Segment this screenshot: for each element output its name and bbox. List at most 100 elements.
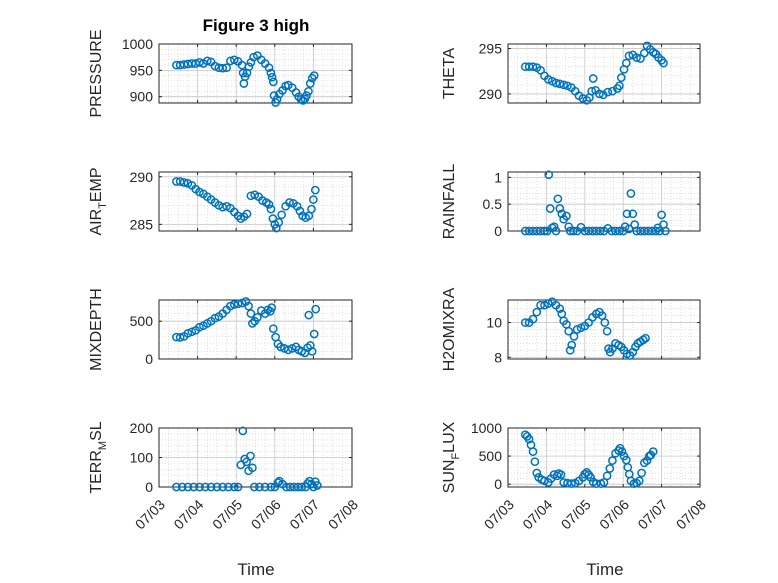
data-point	[567, 340, 577, 350]
y-tick-label: 1000	[471, 420, 502, 436]
x-axis-label-left: Time	[237, 560, 274, 579]
data-point	[218, 63, 228, 73]
data-point	[226, 301, 235, 311]
axes-box	[158, 171, 353, 232]
data-point	[605, 464, 615, 473]
subplot-6: 8 10 H2OMIXRA	[441, 287, 701, 371]
y-tick-label: 0	[494, 476, 502, 492]
data-point	[602, 471, 612, 481]
data-point	[528, 62, 538, 72]
y-axis-label-text: THETA	[441, 48, 458, 100]
data-point	[562, 211, 571, 221]
data-point	[551, 78, 561, 88]
y-axis-label-text: PRESSURE	[88, 29, 105, 117]
data-point	[242, 457, 251, 467]
data-point	[638, 335, 648, 345]
data-point	[233, 482, 243, 492]
data-point	[311, 304, 321, 314]
axes-box	[158, 299, 353, 360]
data-point	[634, 476, 644, 486]
data-series	[520, 41, 668, 105]
y-tick-label: 8	[494, 349, 502, 365]
major-grid	[159, 428, 352, 487]
x-axis-label-right: Time	[586, 560, 623, 579]
data-point	[559, 80, 569, 90]
data-point	[555, 204, 565, 213]
data-point	[528, 447, 538, 456]
data-point	[587, 86, 597, 96]
data-series	[520, 297, 650, 360]
axes-box	[507, 299, 701, 360]
data-point	[659, 58, 668, 68]
data-point	[224, 482, 233, 492]
data-point	[189, 482, 199, 492]
y-tick-label: 500	[130, 313, 154, 329]
y-axis-label: RAINFALL	[441, 164, 458, 240]
tick-marks	[507, 427, 701, 487]
data-point	[267, 303, 277, 312]
data-point	[608, 456, 617, 465]
data-point	[309, 329, 319, 339]
data-point	[292, 201, 302, 211]
y-tick-label: 1	[494, 169, 502, 185]
data-point	[557, 209, 567, 219]
data-point	[602, 326, 612, 336]
data-point	[195, 482, 204, 492]
data-point	[244, 62, 254, 72]
subplot-3: 285 290 AIRTEMP	[88, 167, 353, 236]
y-axis-label: SUNFLUX	[441, 421, 462, 493]
data-point	[244, 301, 253, 311]
y-tick-label: 295	[479, 41, 503, 57]
data-point	[595, 226, 605, 236]
data-point	[582, 95, 592, 105]
y-axis-label: TERRMSL	[88, 421, 109, 493]
minor-grid	[508, 171, 700, 232]
data-point	[599, 478, 609, 487]
subplot-2: 290 295 THETA	[441, 41, 701, 105]
y-tick-label: 900	[130, 89, 154, 105]
y-tick-label: 200	[130, 420, 154, 436]
data-point	[246, 309, 256, 318]
data-point	[302, 91, 311, 100]
y-tick-label: 0	[494, 223, 502, 239]
data-point	[277, 210, 287, 220]
y-axis-label: PRESSURE	[88, 29, 105, 117]
data-point	[520, 318, 530, 327]
data-point	[555, 304, 565, 314]
figure-title: Figure 3 high	[203, 16, 310, 35]
data-point	[567, 479, 576, 488]
data-point	[309, 195, 318, 204]
y-axis-label-text: H2OMIXRA	[441, 287, 458, 371]
y-axis-label-subscript: F	[450, 453, 462, 460]
data-point	[218, 482, 228, 492]
y-axis-label-text: TERR	[88, 450, 105, 494]
data-point	[267, 72, 277, 82]
data-point	[202, 56, 212, 66]
data-point	[264, 63, 274, 73]
data-point	[233, 299, 243, 309]
data-point	[556, 470, 566, 479]
data-point	[641, 333, 650, 343]
data-point	[600, 318, 610, 327]
data-point	[304, 310, 314, 320]
data-point	[304, 87, 313, 96]
y-axis-label-text: EMP	[88, 167, 105, 202]
data-point	[616, 73, 626, 82]
data-point	[545, 204, 555, 213]
y-axis-label: AIRTEMP	[88, 167, 109, 235]
data-point	[528, 314, 538, 324]
data-point	[248, 463, 257, 473]
subplot-4: 0 0.5 1 RAINFALL	[441, 164, 701, 240]
data-point	[622, 209, 632, 219]
data-series	[520, 430, 658, 488]
data-point	[206, 482, 216, 492]
data-point	[524, 434, 534, 444]
y-axis-label-text: SL	[88, 421, 105, 441]
data-point	[540, 226, 549, 236]
data-point	[312, 481, 322, 490]
data-point	[632, 53, 641, 62]
data-point	[307, 347, 317, 356]
data-point	[249, 482, 259, 492]
data-point	[183, 482, 193, 492]
